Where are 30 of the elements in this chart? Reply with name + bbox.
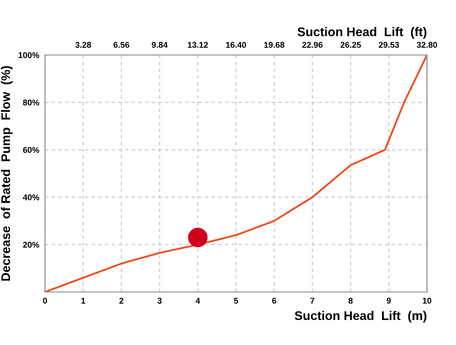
x-tick-label: 1 xyxy=(81,298,86,304)
x2-tick-label: 22.96 xyxy=(302,42,323,48)
y-tick-label: 20% xyxy=(23,242,40,248)
y-tick-label: 40% xyxy=(22,194,40,200)
x-tick-label: 5 xyxy=(234,298,238,304)
y-axis-title: Decrease of Rated Pump Flow (%) xyxy=(0,66,13,281)
x2-tick-label: 19.68 xyxy=(264,42,284,48)
x2-tick-label: 29.53 xyxy=(378,42,400,48)
x2-axis-title: Suction Head Lift (ft) xyxy=(298,27,426,39)
x2-tick-label: 13.12 xyxy=(188,42,208,48)
x-tick-label: 2 xyxy=(119,298,124,304)
x-tick-label: 4 xyxy=(196,298,200,304)
x-axis-title: Suction Head Lift (m) xyxy=(294,310,426,323)
x2-tick-label: 16.40 xyxy=(226,42,246,48)
x-tick-label: 3 xyxy=(157,298,162,304)
x2-tick-label: 9.84 xyxy=(152,42,168,48)
x-tick-label: 6 xyxy=(272,298,276,304)
line-series xyxy=(45,55,427,292)
x-tick-label: 10 xyxy=(422,298,432,304)
x-tick-label: 7 xyxy=(310,298,314,304)
y-tick-label: 60% xyxy=(23,147,40,153)
x-tick-label: 0 xyxy=(43,298,47,304)
y-tick-label: 80% xyxy=(23,100,40,106)
x2-tick-label: 3.28 xyxy=(75,42,92,48)
y-tick-label: 100% xyxy=(18,52,40,58)
x-tick-label: 9 xyxy=(386,298,391,304)
x-tick-label: 8 xyxy=(348,298,353,304)
x2-tick-label: 6.56 xyxy=(114,42,130,48)
x2-tick-label: 26.25 xyxy=(340,42,361,48)
x2-tick-label: 32.80 xyxy=(416,42,438,48)
